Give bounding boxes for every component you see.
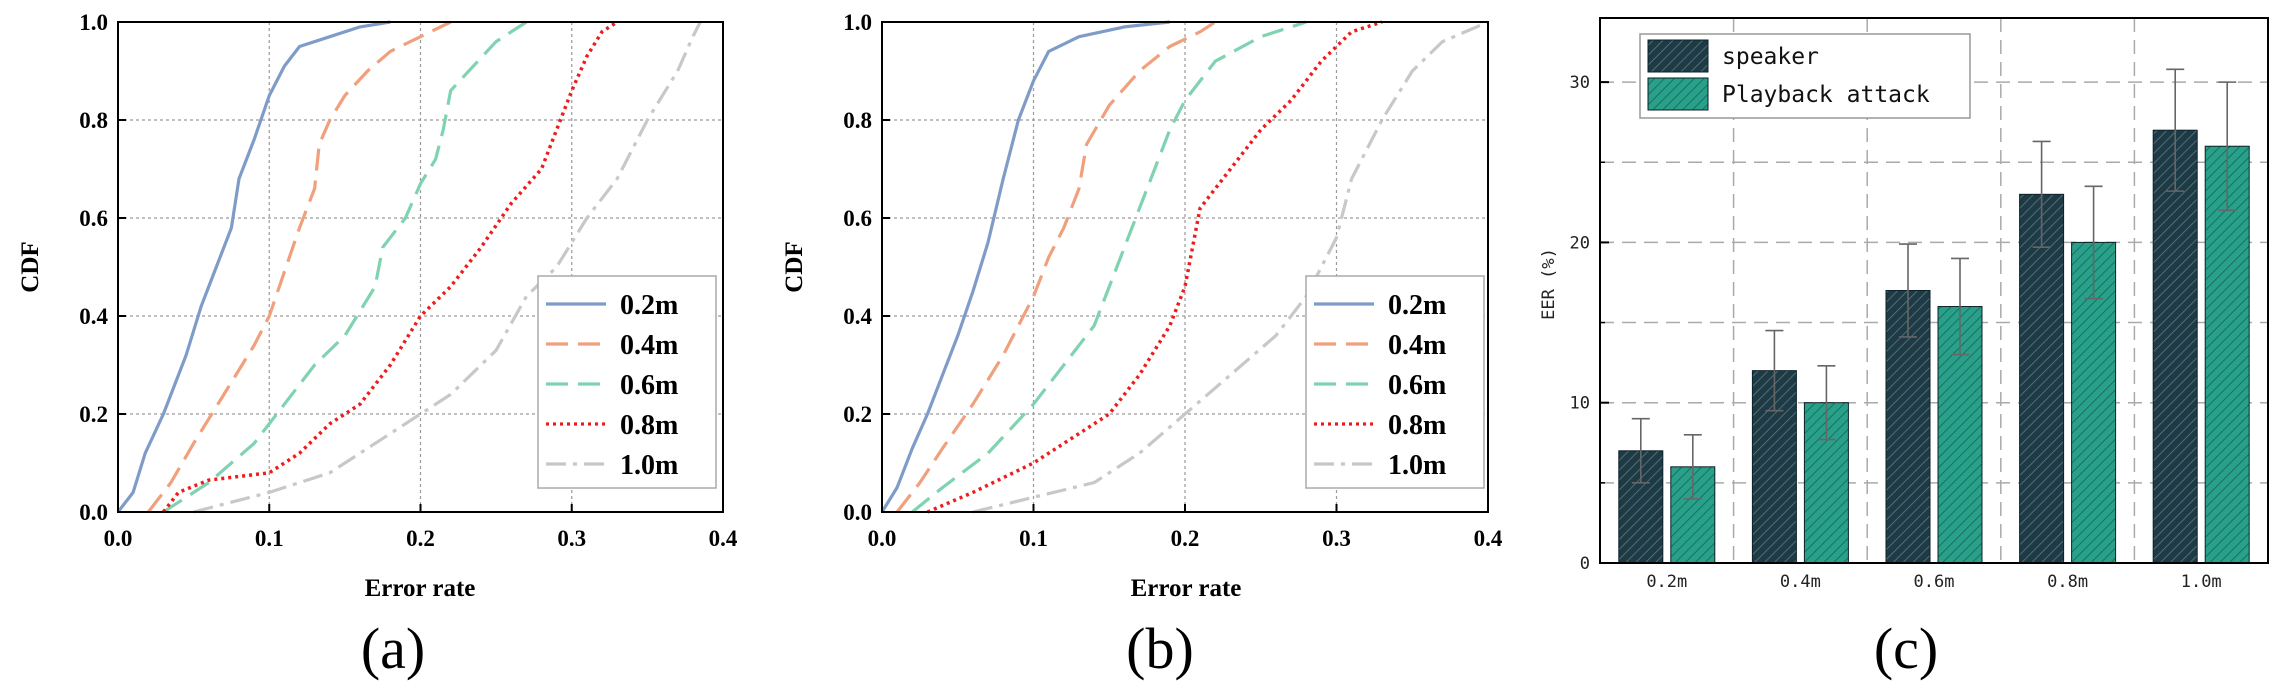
- y-tick-label-c: 20: [1570, 233, 1590, 253]
- legend-swatch-c: [1647, 77, 1709, 111]
- y-tick-label-c: 10: [1570, 394, 1590, 414]
- cdf-chart-b: 0.0 0.1 0.2 0.3 0.4 0.0 0.2 0.4 0.6 0.8 1.0 Error …: [781, 10, 1503, 681]
- series-line-a-0-6m: [162, 20, 528, 514]
- legend-label-a: 1.0m: [620, 450, 678, 481]
- legend-label-a: 0.8m: [620, 410, 678, 441]
- x-tick-label-b: 0.2: [1171, 526, 1200, 551]
- cdf-chart-a: 0.0 0.1 0.2 0.3 0.4 0.0 0.2 0.4 0.6 0.8 1.0 Error …: [17, 10, 738, 681]
- series-line-b-0-2m: [880, 20, 1170, 513]
- legend-box-a: [537, 275, 717, 489]
- series-line-a-0-2m: [116, 20, 391, 513]
- y-tick-label-b: 0.2: [843, 402, 872, 427]
- legend-label-a: 0.2m: [620, 290, 678, 321]
- series-line-b-0-6m: [911, 20, 1307, 514]
- x-tick-label-c: 1.0m: [2181, 572, 2222, 592]
- x-tick-label-b: 0.1: [1019, 526, 1048, 551]
- ticks-a: 0.0 0.1 0.2 0.3 0.4 0.0 0.2 0.4 0.6 0.8 1.0: [79, 10, 738, 551]
- x-tick-label-c: 0.2m: [1646, 572, 1687, 592]
- x-tick-label-a: 0.1: [255, 526, 284, 551]
- legend-label-c: speaker: [1722, 44, 1819, 70]
- bar-speaker-0-8m: [2019, 193, 2065, 564]
- y-tick-label-a: 0.8: [79, 108, 108, 133]
- bar-speaker-1-0m: [2152, 129, 2198, 564]
- y-axis-title-a: CDF: [17, 241, 44, 292]
- y-tick-label-a: 0.4: [79, 304, 108, 329]
- ticks-b: 0.0 0.1 0.2 0.3 0.4 0.0 0.2 0.4 0.6 0.8 1.0: [843, 10, 1503, 551]
- x-tick-label-c: 0.8m: [2047, 572, 2088, 592]
- y-tick-label-a: 1.0: [79, 10, 108, 35]
- y-axis-title-b: CDF: [781, 241, 808, 292]
- y-tick-label-b: 1.0: [843, 10, 872, 35]
- x-tick-label-a: 0.2: [406, 526, 435, 551]
- x-tick-label-a: 0.3: [557, 526, 586, 551]
- bar-speaker-0-6m: [1885, 290, 1931, 564]
- x-tick-label-a: 0.4: [709, 526, 738, 551]
- x-tick-label-c: 0.4m: [1780, 572, 1821, 592]
- panel-label-a: (a): [361, 616, 425, 681]
- legend-label-a: 0.6m: [620, 370, 678, 401]
- series-line-b-1-0m: [972, 20, 1489, 514]
- legend-label-b: 0.2m: [1388, 290, 1446, 321]
- y-tick-label-b: 0.0: [843, 500, 872, 525]
- series-line-b-0-8m: [926, 20, 1383, 514]
- x-tick-label-b: 0.0: [868, 526, 897, 551]
- legend-a: 0.2m 0.4m 0.6m 0.8m 1.0m: [537, 275, 717, 489]
- series-group-b: [880, 20, 1489, 514]
- legend-c: speaker Playback attack: [1639, 33, 1971, 119]
- legend-b: 0.2m 0.4m 0.6m 0.8m 1.0m: [1305, 275, 1485, 489]
- series-line-b-0-4m: [895, 20, 1217, 513]
- legend-label-b: 0.4m: [1388, 330, 1446, 361]
- legend-label-b: 1.0m: [1388, 450, 1446, 481]
- x-tick-label-a: 0.0: [104, 526, 133, 551]
- x-axis-title-b: Error rate: [1131, 575, 1242, 602]
- y-axis-title-c: EER (%): [1539, 248, 1559, 320]
- y-tick-label-a: 0.0: [79, 500, 108, 525]
- legend-label-a: 0.4m: [620, 330, 678, 361]
- panel-label-b: (b): [1126, 616, 1194, 681]
- y-tick-label-c: 0: [1580, 554, 1590, 574]
- y-tick-label-b: 0.4: [843, 304, 872, 329]
- legend-box-b: [1305, 275, 1485, 489]
- x-tick-label-c: 0.6m: [1914, 572, 1955, 592]
- legend-label-b: 0.6m: [1388, 370, 1446, 401]
- y-tick-label-b: 0.6: [843, 206, 872, 231]
- ticks-c: 0 10 20 30 0.2m 0.4m 0.6m 0.8m 1.0m: [1570, 73, 2222, 592]
- plot-frame-c: [1599, 17, 2269, 564]
- x-tick-label-b: 0.4: [1474, 526, 1503, 551]
- legend-label-b: 0.8m: [1388, 410, 1446, 441]
- x-tick-label-b: 0.3: [1322, 526, 1351, 551]
- series-line-a-0-4m: [147, 20, 452, 513]
- y-tick-label-c: 30: [1570, 73, 1590, 93]
- y-tick-label-a: 0.6: [79, 206, 108, 231]
- legend-label-c: Playback attack: [1722, 82, 1930, 108]
- bars-c: [1618, 68, 2250, 564]
- bar-playback-attack-1-0m: [2204, 145, 2250, 564]
- x-axis-title-a: Error rate: [365, 575, 476, 602]
- y-tick-label-b: 0.8: [843, 108, 872, 133]
- bar-chart-c: 0 10 20 30 0.2m 0.4m 0.6m 0.8m 1.0m EER (%) spea…: [1539, 17, 2269, 681]
- y-tick-label-a: 0.2: [79, 402, 108, 427]
- panel-label-c: (c): [1874, 616, 1938, 681]
- legend-swatch-c: [1647, 39, 1709, 73]
